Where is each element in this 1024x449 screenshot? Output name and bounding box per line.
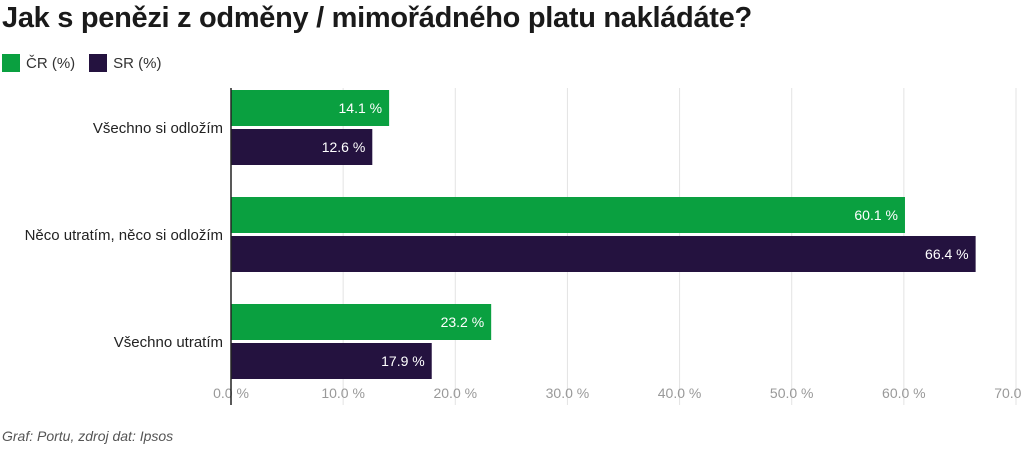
legend-swatch-sr — [89, 54, 108, 72]
data-label: 66.4 % — [925, 246, 969, 262]
data-label: 23.2 % — [441, 314, 485, 330]
bar-sr — [231, 129, 373, 165]
legend: ČR (%) SR (%) — [2, 54, 176, 72]
legend-item-cr: ČR (%) — [2, 54, 75, 72]
bar-cr — [231, 304, 492, 340]
bar-cr — [231, 197, 905, 233]
category-label: Všechno si odložím — [93, 120, 223, 137]
chart-title: Jak s penězi z odměny / mimořádného plat… — [2, 2, 752, 34]
category-label: Něco utratím, něco si odložím — [25, 227, 223, 244]
data-label: 17.9 % — [381, 353, 425, 369]
x-tick-label: 70.0 % — [994, 385, 1024, 401]
bar-sr — [231, 236, 976, 272]
data-label: 12.6 % — [322, 139, 366, 155]
data-label: 60.1 % — [854, 207, 898, 223]
x-tick-label: 60.0 % — [882, 385, 926, 401]
bar-cr — [231, 90, 390, 126]
data-label: 14.1 % — [339, 100, 383, 116]
category-label: Všechno utratím — [114, 334, 223, 351]
source-note: Graf: Portu, zdroj dat: Ipsos — [2, 428, 174, 444]
legend-item-sr: SR (%) — [89, 54, 162, 72]
x-tick-label: 50.0 % — [770, 385, 814, 401]
legend-label-cr: ČR (%) — [26, 54, 76, 72]
legend-label-sr: SR (%) — [113, 54, 162, 72]
x-tick-label: 20.0 % — [433, 385, 477, 401]
bar-chart: 0.0 % 10.0 % 20.0 % 30.0 % 40.0 % 50.0 % 60.0 … — [25, 88, 1024, 405]
x-tick-label: 30.0 % — [546, 385, 590, 401]
x-tick-label: 40.0 % — [658, 385, 702, 401]
bar-sr — [231, 343, 432, 379]
legend-swatch-cr — [2, 54, 20, 72]
x-tick-label: 10.0 % — [321, 385, 365, 401]
